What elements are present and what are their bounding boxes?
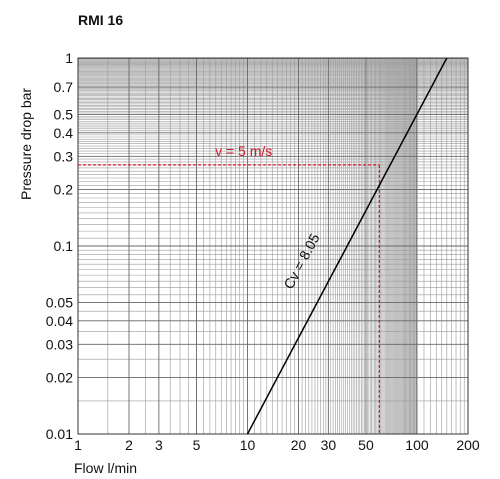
- series-line: [246, 57, 448, 435]
- y-tick-label: 0.03: [46, 336, 73, 352]
- x-tick-label: 20: [291, 437, 307, 453]
- x-tick-label: 50: [358, 437, 374, 453]
- x-tick-label: 2: [125, 437, 133, 453]
- x-tick-label: 30: [321, 437, 337, 453]
- major-gridlines: [77, 57, 469, 435]
- x-tick-label: 100: [405, 437, 429, 453]
- y-tick-label: 0.4: [54, 125, 74, 141]
- x-tick-label: 3: [155, 437, 163, 453]
- y-tick-label: 0.7: [54, 79, 74, 95]
- y-tick-label: 0.3: [54, 148, 74, 164]
- y-tick-label: 0.05: [46, 295, 73, 311]
- y-axis-label: Pressure drop bar: [18, 88, 34, 200]
- x-tick-label: 200: [456, 437, 480, 453]
- y-tick-label: 0.02: [46, 369, 73, 385]
- y-tick-label: 0.01: [46, 426, 73, 442]
- y-tick-label: 0.04: [46, 313, 73, 329]
- x-tick-label: 10: [240, 437, 256, 453]
- plot-frame: [77, 57, 469, 435]
- x-axis-label: Flow l/min: [74, 460, 137, 476]
- x-tick-label: 5: [193, 437, 201, 453]
- y-tick-label: 0.5: [54, 107, 74, 123]
- y-tick-label: 0.1: [54, 238, 74, 254]
- chart-title: RMI 16: [78, 12, 123, 28]
- y-tick-label: 0.2: [54, 181, 74, 197]
- x-tick-label: 1: [74, 437, 82, 453]
- x-tick-labels: 1 2 3 5 10 20 30 50 100 200: [74, 437, 480, 453]
- y-tick-label: 1: [65, 50, 73, 66]
- y-tick-labels: 0.01 0.02 0.03 0.04 0.05 0.1 0.2 0.3 0.4 0.5 0.7 1: [46, 50, 73, 442]
- annotation-label: v = 5 m/s: [215, 143, 272, 159]
- velocity-annotation: v = 5 m/s: [78, 143, 380, 434]
